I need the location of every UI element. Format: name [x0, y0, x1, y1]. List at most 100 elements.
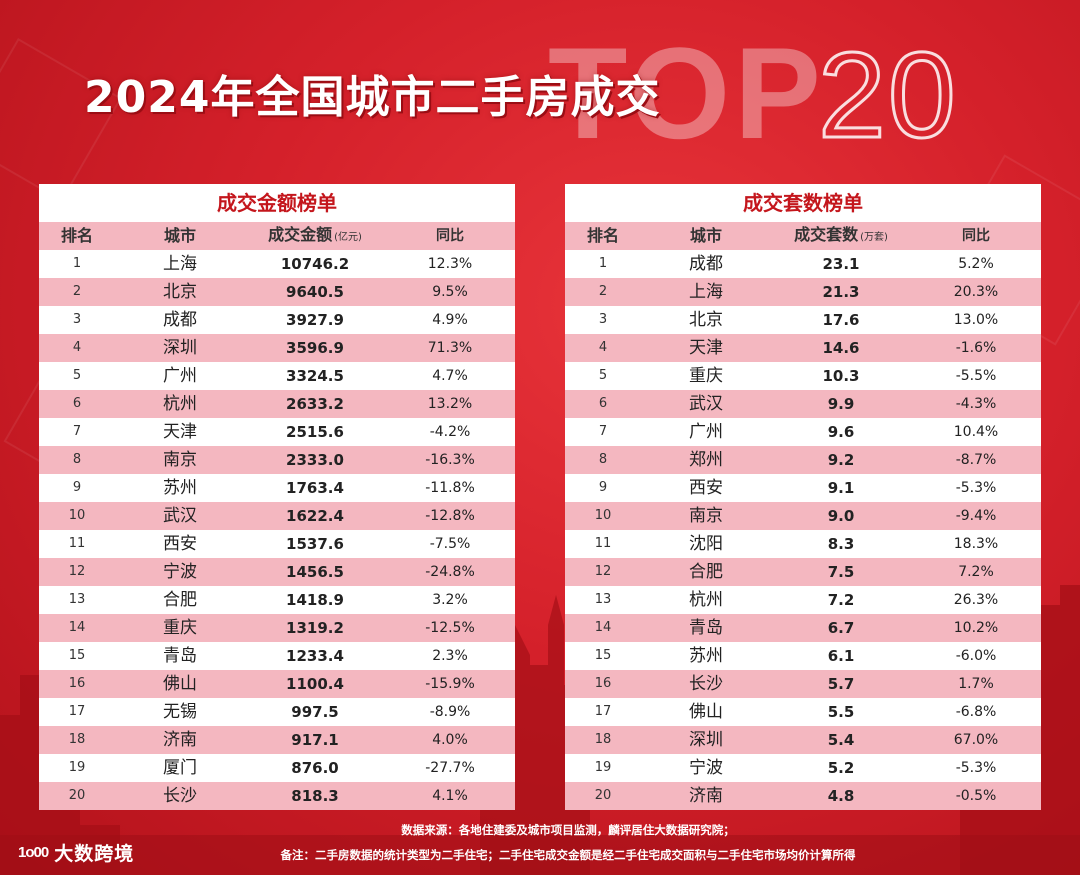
- column-header-yoy: 同比: [962, 228, 990, 244]
- table-row: 17 无锡 997.5 -8.9%: [39, 698, 515, 726]
- yoy-cell: 12.3%: [427, 256, 473, 272]
- city-cell: 武汉: [689, 394, 723, 414]
- yoy-cell: 13.0%: [953, 312, 999, 328]
- value-cell: 9.2: [827, 451, 855, 469]
- yoy-cell: 26.3%: [953, 592, 999, 608]
- rank-cell: 6: [72, 396, 82, 411]
- rank-cell: 16: [68, 676, 86, 691]
- rank-cell: 11: [68, 536, 86, 551]
- city-cell: 广州: [689, 422, 723, 442]
- column-header-unit: (亿元): [334, 231, 362, 243]
- column-header-rank: 排名: [586, 226, 619, 245]
- yoy-cell: 9.5%: [432, 284, 468, 300]
- city-cell: 佛山: [689, 702, 723, 722]
- logo-text: 大数跨境: [54, 842, 135, 865]
- table-row: 5 广州 3324.5 4.7%: [39, 362, 515, 390]
- table-row: 18 济南 917.1 4.0%: [39, 726, 515, 754]
- amount-ranking-table: 成交金额榜单 排名 城市 成交金额 (亿元) 同比 1 上海 10746.2 12.3%…: [39, 184, 515, 810]
- value-cell: 997.5: [291, 703, 339, 721]
- value-cell: 8.3: [827, 535, 855, 553]
- rank-cell: 6: [598, 396, 608, 411]
- value-cell: 21.3: [822, 283, 860, 301]
- city-cell: 上海: [689, 282, 723, 302]
- value-cell: 876.0: [291, 759, 339, 777]
- rank-cell: 1: [598, 256, 608, 271]
- table-row: 1 成都 23.1 5.2%: [565, 250, 1041, 278]
- yoy-cell: 4.1%: [432, 788, 468, 804]
- value-cell: 1622.4: [286, 507, 344, 525]
- column-header-yoy: 同比: [436, 228, 464, 244]
- value-cell: 5.7: [827, 675, 855, 693]
- rank-cell: 20: [594, 788, 612, 803]
- value-cell: 6.1: [827, 647, 855, 665]
- yoy-cell: 4.0%: [432, 732, 468, 748]
- yoy-cell: -15.9%: [425, 676, 475, 692]
- table-row: 20 济南 4.8 -0.5%: [565, 782, 1041, 810]
- value-cell: 818.3: [291, 787, 339, 805]
- yoy-cell: 1.7%: [958, 676, 994, 692]
- rank-cell: 3: [598, 312, 608, 327]
- value-cell: 7.5: [827, 563, 855, 581]
- rank-cell: 4: [598, 340, 608, 355]
- value-cell: 9.0: [827, 507, 855, 525]
- city-cell: 南京: [689, 506, 723, 526]
- rank-cell: 8: [72, 452, 82, 467]
- value-cell: 4.8: [827, 787, 855, 805]
- logo-mark-icon: 1o00: [18, 843, 49, 861]
- table-row: 8 南京 2333.0 -16.3%: [39, 446, 515, 474]
- value-cell: 1233.4: [286, 647, 344, 665]
- rank-cell: 2: [598, 284, 608, 299]
- table-header-row: 排名 城市 成交金额 (亿元) 同比: [39, 222, 515, 250]
- city-cell: 成都: [689, 254, 723, 274]
- rank-cell: 17: [68, 704, 86, 719]
- table-row: 12 合肥 7.5 7.2%: [565, 558, 1041, 586]
- yoy-cell: 7.2%: [958, 564, 994, 580]
- column-header-city: 城市: [689, 226, 722, 245]
- city-cell: 广州: [163, 366, 197, 386]
- yoy-cell: -4.2%: [429, 424, 471, 440]
- yoy-cell: 3.2%: [432, 592, 468, 608]
- city-cell: 沈阳: [689, 534, 723, 554]
- table-row: 16 佛山 1100.4 -15.9%: [39, 670, 515, 698]
- value-cell: 9.6: [827, 423, 855, 441]
- city-cell: 北京: [689, 310, 723, 330]
- table-row: 10 南京 9.0 -9.4%: [565, 502, 1041, 530]
- table-row: 2 北京 9640.5 9.5%: [39, 278, 515, 306]
- yoy-cell: 10.2%: [953, 620, 999, 636]
- yoy-cell: -16.3%: [425, 452, 475, 468]
- city-cell: 厦门: [163, 758, 197, 778]
- table-row: 10 武汉 1622.4 -12.8%: [39, 502, 515, 530]
- city-cell: 武汉: [163, 506, 197, 526]
- table-row: 13 合肥 1418.9 3.2%: [39, 586, 515, 614]
- table-row: 7 天津 2515.6 -4.2%: [39, 418, 515, 446]
- table-title: 成交套数榜单: [743, 191, 863, 215]
- value-cell: 9.9: [827, 395, 855, 413]
- table-row: 11 西安 1537.6 -7.5%: [39, 530, 515, 558]
- city-cell: 郑州: [689, 450, 723, 470]
- yoy-cell: 4.9%: [432, 312, 468, 328]
- yoy-cell: 10.4%: [953, 424, 999, 440]
- value-cell: 10.3: [822, 367, 860, 385]
- yoy-cell: -5.3%: [955, 480, 997, 496]
- column-header-rank: 排名: [60, 226, 93, 245]
- city-cell: 深圳: [163, 338, 197, 358]
- city-cell: 上海: [163, 254, 197, 274]
- data-source-note: 数据来源：各地住建委及城市项目监测，麟评居住大数据研究院；: [401, 823, 735, 837]
- table-row: 9 苏州 1763.4 -11.8%: [39, 474, 515, 502]
- yoy-cell: -0.5%: [955, 788, 997, 804]
- count-ranking-table: 成交套数榜单 排名 城市 成交套数 (万套) 同比 1 成都 23.1 5.2% 2 上海 2…: [565, 184, 1041, 810]
- table-row: 5 重庆 10.3 -5.5%: [565, 362, 1041, 390]
- city-cell: 成都: [163, 310, 197, 330]
- value-cell: 917.1: [291, 731, 339, 749]
- value-cell: 2515.6: [286, 423, 344, 441]
- table-row: 19 厦门 876.0 -27.7%: [39, 754, 515, 782]
- watermark-20: 20: [817, 27, 958, 163]
- table-title: 成交金额榜单: [217, 191, 337, 215]
- rank-cell: 5: [598, 368, 608, 383]
- table-row: 15 苏州 6.1 -6.0%: [565, 642, 1041, 670]
- yoy-cell: -8.7%: [955, 452, 997, 468]
- value-cell: 14.6: [822, 339, 860, 357]
- rank-cell: 12: [68, 564, 86, 579]
- value-cell: 1763.4: [286, 479, 344, 497]
- city-cell: 青岛: [163, 646, 197, 666]
